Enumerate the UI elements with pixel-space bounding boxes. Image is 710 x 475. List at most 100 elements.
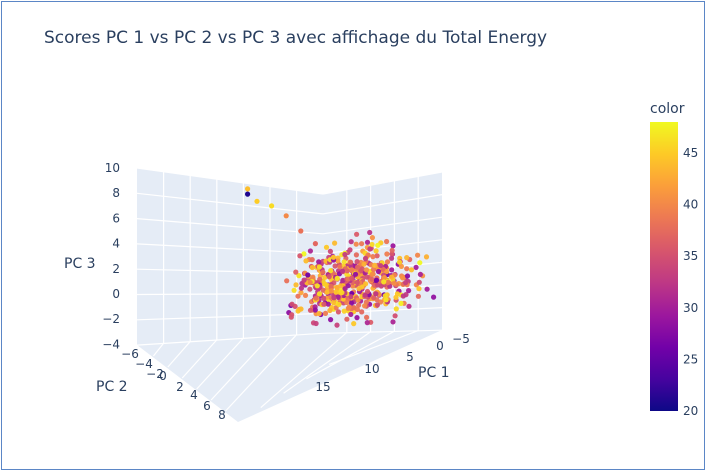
scatter-point <box>332 240 338 246</box>
scatter-point <box>302 292 309 298</box>
scatter-point <box>393 294 399 300</box>
z-tick-label: 4 <box>112 237 120 251</box>
grid-line <box>322 239 443 255</box>
x-tick-label: 5 <box>406 350 414 364</box>
floor <box>137 330 442 422</box>
scatter-point <box>312 307 318 313</box>
scatter-point <box>322 281 328 287</box>
chart-title: Scores PC 1 vs PC 2 vs PC 3 avec afficha… <box>44 28 548 48</box>
scatter-point <box>327 248 333 254</box>
scatter-point <box>367 246 373 252</box>
scatter-point <box>334 285 340 291</box>
scatter-point <box>288 314 294 320</box>
grid-line <box>210 336 271 401</box>
scatter-point <box>390 319 396 325</box>
scatter-point <box>356 286 362 292</box>
scatter-point <box>382 293 388 299</box>
y-tick-label: 8 <box>218 408 226 422</box>
scatter-point <box>413 264 419 270</box>
y-tick-label: −6 <box>121 347 139 361</box>
scatter-point <box>353 252 359 258</box>
x-tick-label: 0 <box>436 339 444 353</box>
scatter-point <box>384 259 391 265</box>
scatter-point <box>340 277 346 283</box>
scatter-point <box>374 253 380 259</box>
scatter-point <box>398 263 404 269</box>
scatter-point <box>291 287 297 293</box>
scatter-point <box>320 269 326 275</box>
scatter-point <box>415 252 421 258</box>
scatter-point <box>312 241 318 247</box>
grid-line <box>136 243 324 255</box>
scatter-point <box>390 243 396 249</box>
scatter-point <box>406 303 412 309</box>
y-tick-label: 4 <box>190 388 198 402</box>
scatter-point <box>349 267 355 273</box>
grid-line <box>152 342 165 357</box>
scatter-point <box>384 269 390 275</box>
colorbar-tick-label: 30 <box>683 301 698 315</box>
scatter-point <box>254 198 260 204</box>
grid-line <box>136 292 324 296</box>
scatter-point <box>369 235 375 241</box>
z-tick-label: −4 <box>102 337 120 351</box>
scatter-point <box>398 300 404 306</box>
scatter-point <box>310 274 316 280</box>
colorbar-tick-label: 45 <box>683 146 698 160</box>
scatter-point <box>327 307 333 314</box>
grid-line <box>136 192 324 215</box>
scatter-point <box>355 264 361 270</box>
scatter-point <box>316 259 322 265</box>
scatter-point <box>301 251 307 257</box>
back-wall-left <box>137 168 323 345</box>
scatter-point <box>381 279 387 285</box>
scatter-point <box>364 239 371 245</box>
scatter-point <box>361 261 367 267</box>
scatter-point <box>370 254 376 260</box>
y-tick-label: 2 <box>176 380 184 394</box>
scatter-point <box>297 253 303 259</box>
z-tick-label: 10 <box>105 161 120 175</box>
scatter-point <box>403 280 409 286</box>
scatter-point <box>332 263 338 269</box>
scatter-point <box>334 275 340 281</box>
scatter-point <box>298 306 304 312</box>
scatter-point <box>336 301 342 308</box>
scatter-point <box>293 269 299 275</box>
x-tick-label: 10 <box>364 362 379 376</box>
scatter-point <box>348 259 354 265</box>
scatter-point <box>326 274 332 280</box>
scatter-point <box>296 273 302 279</box>
scatter-point <box>348 300 355 306</box>
scatter-points[interactable] <box>245 186 437 328</box>
z-tick-label: 2 <box>112 262 120 276</box>
colorbar-title: color <box>650 101 685 117</box>
scatter-point <box>367 229 373 236</box>
x-tick-label: −5 <box>452 332 470 346</box>
scatter-point <box>381 275 388 281</box>
scatter-point <box>335 294 341 300</box>
scatter-point <box>362 292 368 298</box>
scatter-point <box>400 293 406 299</box>
colorbar-tick-label: 20 <box>683 404 698 418</box>
y-tick-label: −4 <box>135 357 153 371</box>
scatter-point <box>378 263 384 269</box>
scatter-point <box>404 273 411 279</box>
scatter-point <box>284 278 290 284</box>
scatter-point <box>354 259 360 265</box>
scatter-point <box>354 306 360 313</box>
grid-line <box>322 329 443 334</box>
scatter-point <box>301 277 307 283</box>
scatter-point <box>383 297 389 303</box>
scatter-point <box>328 268 334 274</box>
scatter-point <box>298 290 304 296</box>
scatter-point <box>423 254 430 260</box>
scatter-point <box>298 228 304 234</box>
grid-line <box>225 334 298 412</box>
scatter-point <box>344 316 350 322</box>
x-axis-title: PC 1 <box>418 365 450 381</box>
y-tick-label: 6 <box>203 399 211 413</box>
scatter-point <box>408 267 415 273</box>
